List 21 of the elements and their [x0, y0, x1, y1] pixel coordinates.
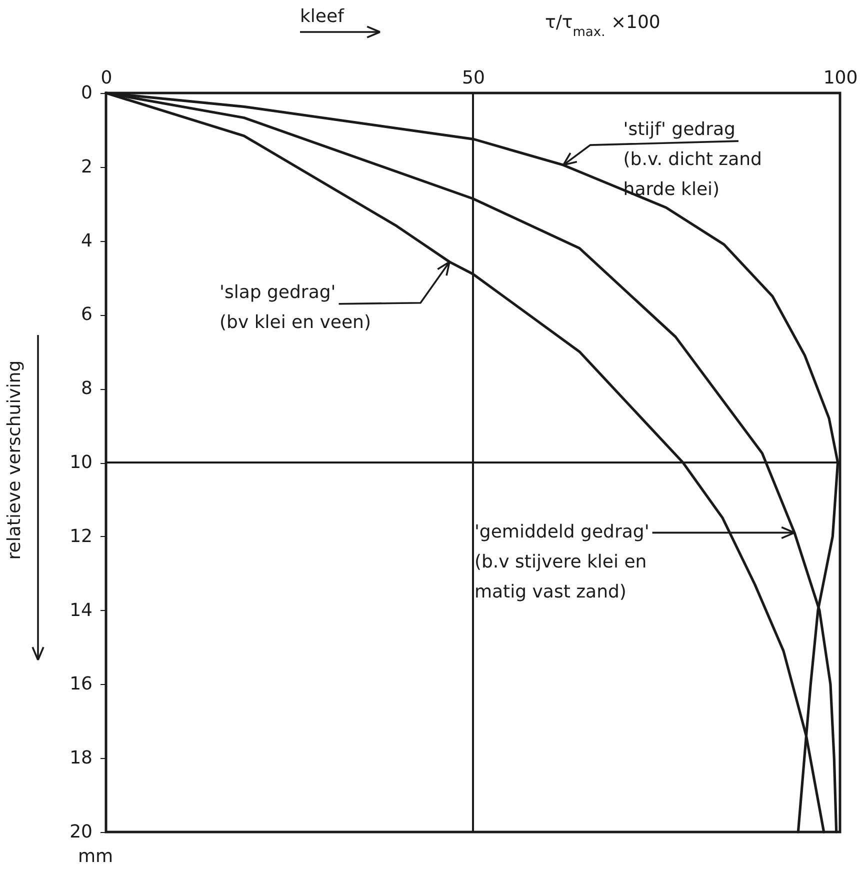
y-tick-label: 2	[81, 156, 92, 178]
y-tick-label: 12	[70, 526, 92, 547]
y-tick-label: 16	[70, 674, 92, 695]
x-tick-label: 0	[100, 68, 112, 88]
y-tick-label: 18	[70, 748, 92, 769]
y-tick-label: 20	[70, 822, 92, 842]
y-tick-label: 0	[81, 82, 92, 104]
y-tick-label: 4	[81, 230, 92, 252]
y-tick-label: 14	[70, 600, 92, 621]
x-tick-label: 100	[823, 68, 858, 88]
text: kleef	[300, 6, 345, 27]
y-tick-label: 10	[70, 452, 92, 473]
x-tick-label: 50	[462, 68, 485, 88]
x-axis-title: τ/τ$_{max.}$ ×100	[545, 12, 660, 40]
y-tick-label: 6	[81, 304, 92, 326]
y-axis-title: relatieve verschuiving	[4, 360, 25, 560]
annotation: 'stijf' gedrag (b.v. dicht zand harde klei)	[623, 119, 762, 200]
y-tick-label: 8	[81, 378, 92, 400]
annotation: 'slap gedrag' (bv klei en veen)	[220, 282, 371, 333]
annotation: 'gemiddeld gedrag' (b.v stijvere klei en matig vast zand)	[474, 522, 650, 603]
text: mm	[78, 846, 114, 867]
